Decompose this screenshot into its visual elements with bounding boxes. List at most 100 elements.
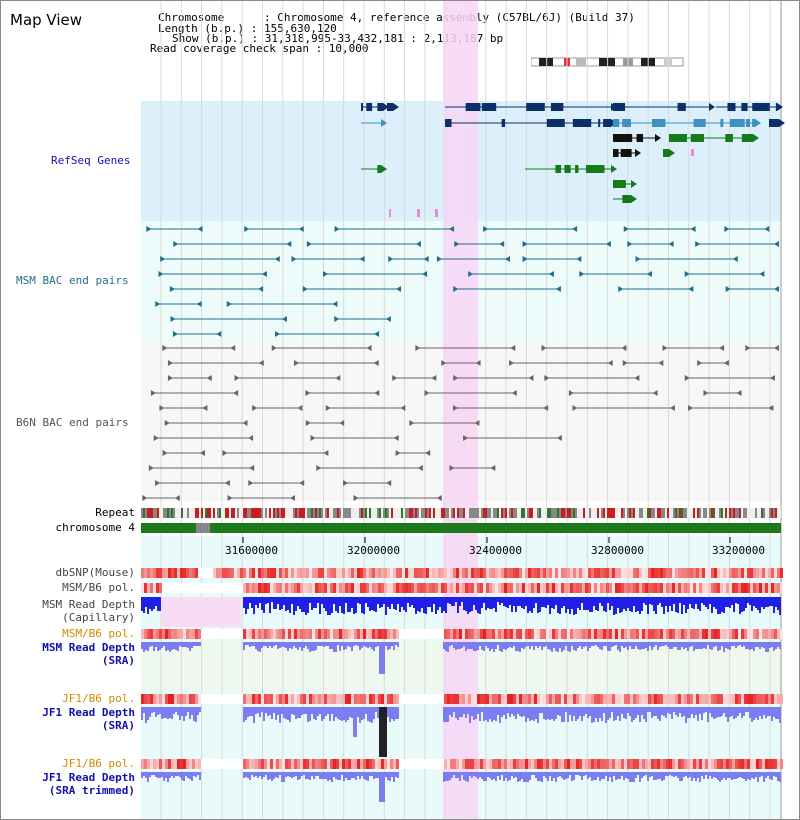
polymorphism-cell [144, 759, 147, 769]
depth-bar [517, 772, 519, 782]
b6n-bac-pair-end [703, 390, 709, 396]
label-refseq-genes[interactable]: RefSeq Genes [51, 154, 131, 167]
polymorphism-cell [375, 694, 378, 704]
depth-bar [495, 707, 497, 721]
polymorphism-cell [438, 694, 441, 704]
polymorphism-cell [435, 629, 438, 639]
polymorphism-cell [273, 629, 276, 639]
polymorphism-cell [648, 694, 651, 704]
depth-bar [331, 597, 333, 613]
depth-bar [349, 642, 351, 647]
repeat-block [375, 508, 377, 518]
polymorphism-cell [654, 759, 657, 769]
depth-bar [667, 772, 669, 776]
depth-bar [755, 707, 757, 718]
polymorphism-cell [417, 759, 420, 769]
polymorphism-cell [774, 583, 777, 593]
b6n-bac-pair-end [453, 375, 459, 381]
depth-bar [569, 707, 571, 715]
label-msm-bac[interactable]: MSM BAC end pairs [16, 274, 129, 287]
repeat-block [639, 508, 641, 518]
depth-bar [641, 772, 643, 778]
polymorphism-cell [429, 568, 432, 578]
repeat-block [719, 508, 721, 518]
polymorphism-cell [315, 568, 318, 578]
depth-bar [373, 597, 375, 611]
repeat-block [193, 508, 195, 518]
polymorphism-cell [348, 583, 351, 593]
chromosome-band [141, 523, 781, 533]
polymorphism-cell [777, 568, 780, 578]
label-b6n-bac[interactable]: B6N BAC end pairs [16, 416, 129, 429]
polymorphism-cell [318, 629, 321, 639]
depth-bar [445, 772, 447, 781]
polymorphism-cell [495, 568, 498, 578]
msm-bac-pair-end [725, 286, 731, 292]
depth-bar [321, 597, 323, 604]
depth-bar [311, 772, 313, 776]
repeat-block [697, 508, 699, 518]
polymorphism-cell [633, 583, 636, 593]
polymorphism-cell [246, 759, 249, 769]
depth-bar [163, 772, 165, 781]
b6n-bac-pair-end [543, 405, 549, 411]
depth-bar [463, 707, 465, 714]
depth-bar [263, 772, 265, 777]
depth-bar [377, 707, 379, 718]
polymorphism-cell [510, 759, 513, 769]
depth-bar [243, 772, 245, 778]
polymorphism-cell [165, 568, 168, 578]
polymorphism-cell [549, 629, 552, 639]
polymorphism-cell [414, 568, 417, 578]
depth-bar [543, 597, 545, 607]
polymorphism-cell [228, 694, 231, 704]
polymorphism-cell [315, 583, 318, 593]
depth-bar [143, 597, 145, 613]
depth-bar [267, 707, 269, 716]
depth-bar [743, 642, 745, 646]
polymorphism-cell [147, 694, 150, 704]
repeat-block [523, 508, 525, 518]
b6n-bac-pair-end [242, 420, 248, 426]
depth-bar [743, 707, 745, 716]
polymorphism-cell [612, 568, 615, 578]
depth-bar [391, 642, 393, 646]
depth-bar [329, 642, 331, 649]
depth-bar [493, 707, 495, 720]
polymorphism-cell [276, 629, 279, 639]
repeat-block [223, 508, 225, 518]
depth-bar [563, 642, 565, 650]
depth-bar [715, 772, 717, 778]
polymorphism-cell [354, 759, 357, 769]
polymorphism-cell [165, 759, 168, 769]
polymorphism-cell [192, 759, 195, 769]
polymorphism-cell [564, 568, 567, 578]
polymorphism-cell [660, 568, 663, 578]
depth-bar [667, 642, 669, 647]
depth-bar [511, 642, 513, 648]
polymorphism-cell [549, 759, 552, 769]
msm-bac-pair-end [618, 286, 624, 292]
polymorphism-cell [276, 759, 279, 769]
depth-bar [747, 772, 749, 779]
polymorphism-cell [708, 694, 711, 704]
depth-bar [375, 772, 377, 778]
repeat-block [311, 508, 313, 518]
polymorphism-cell [780, 583, 783, 593]
depth-bar [275, 642, 277, 645]
polymorphism-cell [180, 759, 183, 769]
gene-exon [613, 134, 633, 142]
msm-bac-pair-end [374, 331, 380, 337]
polymorphism-cell [624, 583, 627, 593]
gene-exon [501, 119, 506, 127]
polymorphism-cell [495, 694, 498, 704]
depth-bar [547, 707, 549, 719]
depth-bar [377, 642, 379, 646]
depth-bar [543, 642, 545, 647]
depth-bar [697, 642, 699, 649]
polymorphism-cell [150, 759, 153, 769]
depth-bar [389, 642, 391, 649]
polymorphism-cell [669, 629, 672, 639]
depth-bar [513, 597, 515, 606]
msm-bac-pair-end [291, 256, 297, 262]
